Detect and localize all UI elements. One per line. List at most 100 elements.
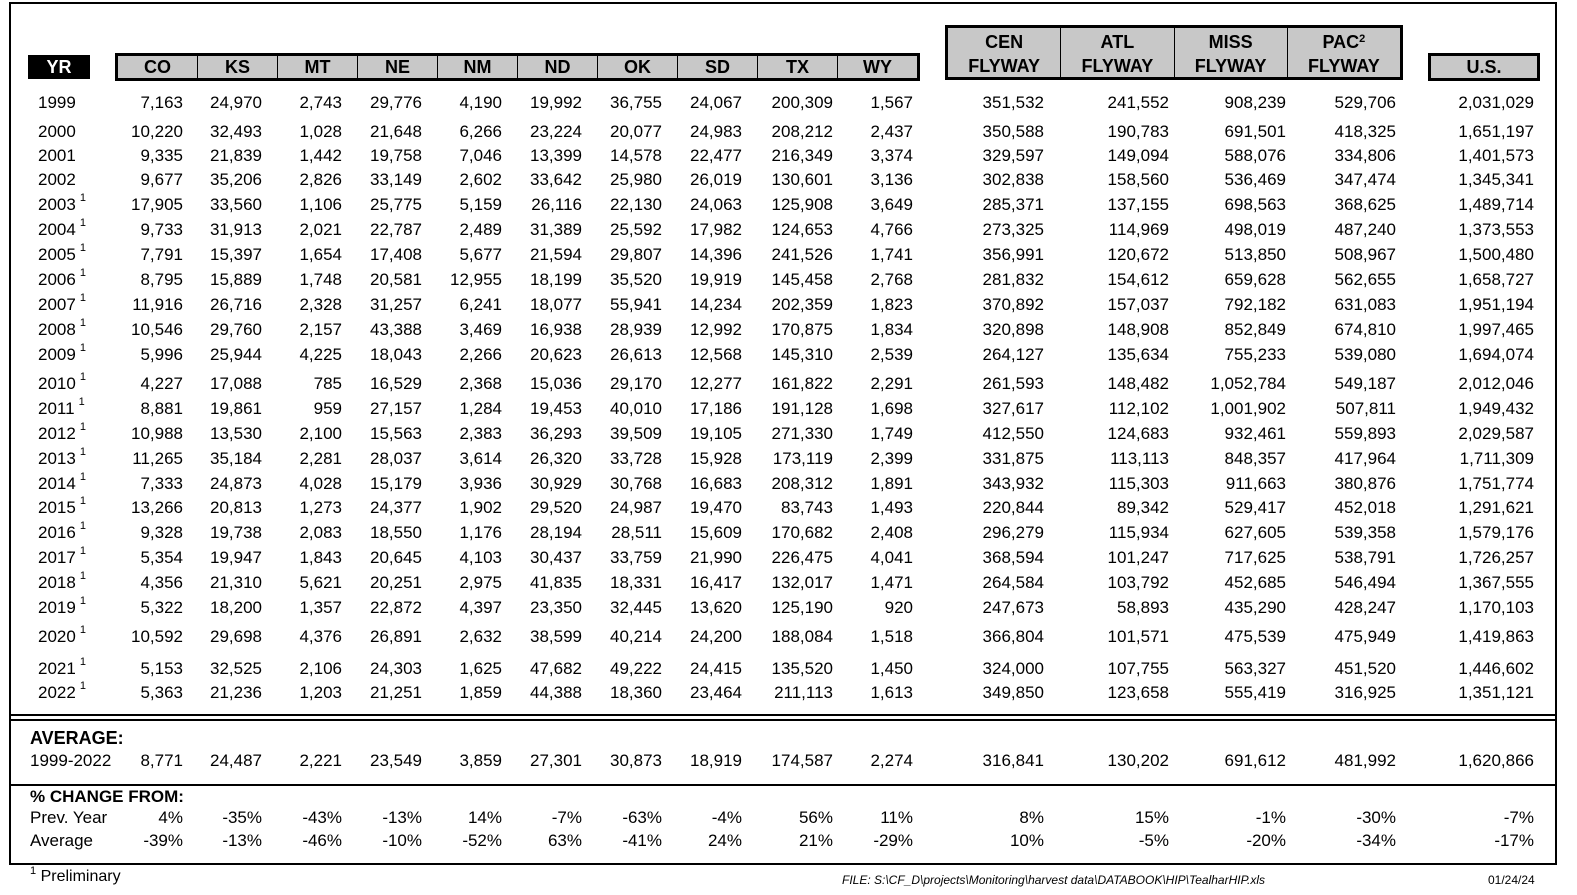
year-cell: 2021 1 (38, 656, 86, 679)
table-cell: 145,310 (771, 345, 833, 364)
table-cell: 25,775 (370, 195, 422, 214)
table-cell: 19,470 (690, 498, 742, 517)
table-cell: 32,445 (610, 598, 662, 617)
table-cell: 2,021 (299, 220, 342, 239)
table-cell: 36,293 (530, 424, 582, 443)
table-cell: 21,310 (210, 573, 262, 592)
table-cell: 1,949,432 (1458, 399, 1534, 418)
year-text: 2018 (38, 573, 76, 592)
table-row: 2018 1 4,356 21,310 5,621 20,251 2,975 41,835 18… (0, 570, 1577, 597)
table-cell: -4% (711, 808, 742, 827)
table-cell: 549,187 (1334, 374, 1396, 393)
table-cell: 202,359 (771, 295, 833, 314)
header-state: MT (278, 56, 358, 78)
table-cell: 14,578 (610, 146, 662, 165)
table-cell: 852,849 (1224, 320, 1286, 339)
table-cell: 47,682 (530, 659, 582, 678)
table-cell: 29,520 (530, 498, 582, 517)
change-label: Prev. Year (30, 808, 108, 827)
table-cell: 41,835 (530, 573, 582, 592)
table-cell: 114,969 (1108, 220, 1169, 239)
table-cell: 2,975 (459, 573, 502, 592)
table-cell: 1,351,121 (1458, 683, 1534, 702)
header-state: NM (438, 56, 518, 78)
table-cell: 26,116 (531, 195, 582, 214)
table-cell: 7,046 (459, 146, 502, 165)
footnote-marker: 1 (79, 520, 86, 532)
table-cell: 33,642 (530, 170, 582, 189)
year-cell: 2002 (38, 170, 76, 190)
table-cell: 11,265 (132, 449, 183, 468)
table-cell: 1,834 (870, 320, 913, 339)
table-cell: 302,838 (982, 170, 1044, 189)
table-cell: 2,368 (459, 374, 502, 393)
table-row: 2002 9,677 35,206 2,826 33,149 2,602 33,642 25,… (0, 170, 1577, 194)
table-cell: 23,224 (530, 122, 582, 141)
table-cell: 1,658,727 (1458, 270, 1534, 289)
table-cell: 959 (313, 399, 342, 418)
table-cell: 562,655 (1334, 270, 1396, 289)
header-state: WY (863, 57, 892, 77)
table-cell: 12,568 (690, 345, 742, 364)
table-cell: 1,500,480 (1458, 245, 1534, 264)
footnote-marker: 1 (79, 342, 86, 354)
table-row: 2012 1 10,988 13,530 2,100 15,563 2,383 36,293 3… (0, 421, 1577, 448)
header-us: U.S. (1428, 53, 1540, 81)
table-cell: 12,955 (450, 270, 502, 289)
table-cell: 1,493 (870, 498, 913, 517)
table-cell: 3,614 (459, 449, 502, 468)
table-cell: 261,593 (982, 374, 1044, 393)
table-cell: 1,291,621 (1458, 498, 1534, 517)
header-flyway: ATL FLYWAY (1061, 28, 1175, 77)
table-cell: 5,677 (459, 245, 502, 264)
table-cell: 158,560 (1107, 170, 1169, 189)
table-cell: 1,749 (870, 424, 913, 443)
footnote-marker: 1 (79, 267, 86, 279)
table-cell: 435,290 (1224, 598, 1286, 617)
table-cell: 1,651,197 (1458, 122, 1534, 141)
table-cell: 8,771 (140, 751, 183, 770)
table-cell: 124,653 (771, 220, 833, 239)
table-cell: 3,859 (459, 751, 502, 770)
table-cell: 24,415 (690, 659, 742, 678)
table-cell: 10,220 (131, 122, 183, 141)
table-cell: 3,136 (870, 170, 913, 189)
table-cell: 10,546 (131, 320, 183, 339)
table-cell: 13,266 (131, 498, 183, 517)
table-cell: 3,469 (459, 320, 502, 339)
table-frame (9, 2, 1557, 865)
table-cell: 1,751,774 (1458, 474, 1534, 493)
table-cell: 20,581 (370, 270, 422, 289)
table-cell: 380,876 (1334, 474, 1396, 493)
table-cell: 120,672 (1107, 245, 1169, 264)
table-cell: 132,017 (771, 573, 833, 592)
year-text: 2004 (38, 220, 76, 239)
table-cell: 2,274 (870, 751, 913, 770)
table-cell: 281,832 (982, 270, 1044, 289)
table-cell: 247,673 (982, 598, 1044, 617)
table-cell: 18,043 (370, 345, 422, 364)
table-cell: 19,105 (690, 424, 742, 443)
table-cell: 2,031,029 (1458, 93, 1534, 112)
table-cell: 2,281 (299, 449, 342, 468)
table-cell: 4,397 (459, 598, 502, 617)
table-cell: 4,356 (140, 573, 183, 592)
table-cell: 15,563 (370, 424, 422, 443)
flyways-header: CEN FLYWAY ATL FLYWAY MISS FLYWAY PAC2 FLYWA… (945, 25, 1403, 80)
table-row: 2020 1 10,592 29,698 4,376 26,891 2,632 38,599 4… (0, 624, 1577, 651)
table-cell: 21,594 (530, 245, 582, 264)
year-cell: 2018 1 (38, 570, 86, 593)
table-cell: -20% (1246, 831, 1286, 850)
table-cell: 1,951,194 (1458, 295, 1534, 314)
table-cell: 101,571 (1107, 627, 1169, 646)
table-cell: 539,358 (1334, 523, 1396, 542)
file-path: FILE: S:\CF_D\projects\Monitoring\harves… (842, 873, 1266, 887)
table-cell: 13,399 (530, 146, 582, 165)
table-cell: 1,367,555 (1458, 573, 1534, 592)
year-text: 2013 (38, 449, 76, 468)
footnote-text: Preliminary (40, 868, 121, 885)
table-cell: -35% (222, 808, 262, 827)
table-row: 2011 1 8,881 19,861 959 27,157 1,284 19,453 40,0… (0, 396, 1577, 423)
table-cell: -13% (382, 808, 422, 827)
table-cell: 18,199 (530, 270, 582, 289)
